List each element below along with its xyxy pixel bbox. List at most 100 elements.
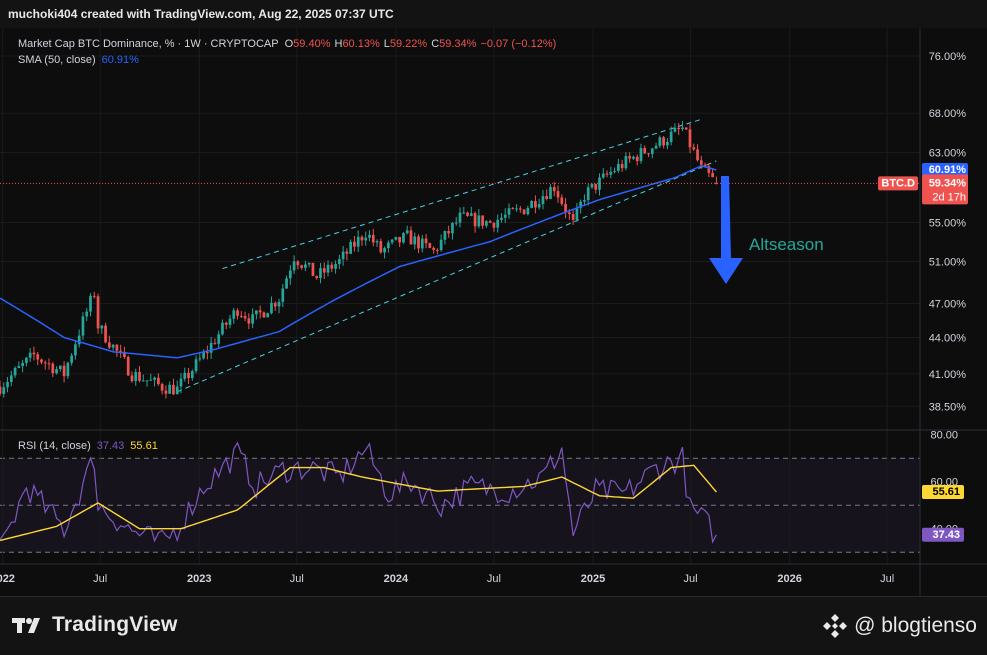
brand-name: TradingView	[52, 613, 178, 636]
chart-area[interactable]: Altseason 38.50% 41.00% 44.00% 47.00% 51.00%…	[0, 28, 987, 596]
candle-body	[500, 217, 503, 220]
sma-badge: 60.91%	[929, 164, 967, 176]
candle-body	[270, 302, 273, 314]
candle-body	[439, 239, 443, 251]
price-tick-label[interactable]: 38.50%	[929, 401, 967, 413]
candle-body	[322, 268, 326, 273]
candle-body	[273, 302, 277, 307]
price-tick-label[interactable]: 47.00%	[929, 299, 967, 311]
candle-body	[74, 344, 77, 356]
candle-body	[503, 214, 507, 218]
price-tick-label[interactable]: 44.00%	[929, 333, 967, 345]
time-tick-label[interactable]: 2025	[581, 573, 605, 585]
axis-badges: 60.91%59.34% 2d 17h BTC.D 55.61 37.43	[878, 162, 968, 542]
down-arrow-icon[interactable]	[709, 176, 743, 284]
candle-body	[515, 208, 518, 210]
candle-body	[100, 325, 104, 329]
rsi-ma-line	[0, 464, 717, 542]
price-axis-labels[interactable]: 38.50% 41.00% 44.00% 47.00% 51.00% 55.00% 63.0…	[929, 51, 967, 413]
candle-body	[575, 207, 579, 220]
candle-body	[236, 310, 239, 316]
candle-body	[579, 201, 583, 208]
candle-body	[345, 251, 349, 254]
candle-body	[349, 241, 353, 254]
candle-body	[405, 230, 409, 234]
candle-body	[266, 313, 270, 318]
candle-body	[598, 177, 601, 190]
price-tick-label[interactable]: 55.00%	[929, 218, 967, 230]
price-tick-label[interactable]: 41.00%	[929, 369, 967, 381]
time-tick-label[interactable]: Jul	[880, 573, 894, 585]
candle-body	[473, 213, 477, 227]
legend-rsi[interactable]: RSI (14, close) 37.43 55.61	[18, 440, 158, 452]
time-axis-labels[interactable]: 2022 Jul 2023 Jul 2024 Jul 2025 Jul 2026 Jul	[0, 573, 894, 585]
candle-body	[319, 268, 322, 279]
candle-body	[594, 183, 598, 190]
candle-body	[43, 362, 47, 364]
candle-body	[428, 243, 432, 248]
candle-body	[556, 191, 560, 198]
time-tick-label[interactable]: 2022	[0, 573, 15, 585]
time-tick-label[interactable]: Jul	[93, 573, 107, 585]
footer-bar: TradingView @ blogtienso	[0, 596, 987, 655]
price-tick-label[interactable]: 68.00%	[929, 108, 967, 120]
time-tick-label[interactable]: Jul	[290, 573, 304, 585]
candlestick-series	[0, 121, 718, 399]
candle-body	[232, 310, 236, 319]
legend-symbol[interactable]: Market Cap BTC Dominance, % · 1W · CRYPT…	[18, 38, 556, 50]
tradingview-logo[interactable]: TradingView	[12, 613, 178, 637]
candle-body	[213, 342, 217, 344]
time-tick-label[interactable]: 2026	[777, 573, 801, 585]
price-tick-label[interactable]: 63.00%	[929, 148, 967, 160]
candle-body	[707, 166, 711, 173]
candle-body	[485, 221, 488, 226]
candle-body	[413, 236, 417, 245]
channel-upper-line	[222, 118, 702, 270]
rsi-ma-badge-bg	[922, 485, 964, 500]
candle-body	[620, 163, 624, 169]
channel-lines[interactable]	[177, 118, 717, 393]
candle-body	[183, 372, 187, 379]
candle-body	[17, 366, 21, 368]
altseason-annotation[interactable]: Altseason	[709, 176, 824, 284]
candle-body	[243, 316, 247, 319]
candle-body	[145, 380, 149, 382]
time-tick-label[interactable]: 2023	[187, 573, 211, 585]
candle-body	[420, 238, 424, 249]
candle-body	[715, 182, 718, 184]
candle-body	[21, 362, 24, 367]
candle-body	[111, 344, 115, 348]
candle-body	[25, 357, 28, 363]
candle-body	[172, 384, 175, 395]
candle-body	[564, 203, 567, 213]
price-badge-bg	[922, 174, 968, 205]
candle-body	[451, 222, 454, 234]
candle-body	[40, 359, 43, 363]
candle-body	[688, 129, 692, 148]
price-tick-label[interactable]: 51.00%	[929, 256, 967, 268]
time-tick-label[interactable]: Jul	[684, 573, 698, 585]
candle-body	[292, 261, 296, 271]
legend-sma[interactable]: SMA (50, close) 60.91%	[18, 54, 139, 66]
sma-line	[0, 165, 717, 359]
candle-body	[285, 278, 288, 289]
candle-body	[300, 265, 303, 268]
time-tick-label[interactable]: 2024	[384, 573, 409, 585]
candle-body	[160, 384, 164, 391]
candle-body	[387, 242, 390, 249]
annotation-label[interactable]: Altseason	[749, 235, 824, 254]
candle-body	[217, 334, 221, 344]
rsi-badge: 37.43	[932, 529, 960, 541]
candle-body	[424, 238, 428, 244]
candle-body	[58, 365, 62, 370]
countdown-badge: 2d 17h	[932, 191, 966, 203]
watermark-text: @ blogtienso	[854, 614, 977, 637]
candle-body	[55, 369, 58, 374]
rsi-tick-label[interactable]: 80.00	[930, 430, 958, 442]
candle-body	[341, 251, 345, 260]
candle-body	[552, 187, 556, 192]
candle-body	[175, 386, 179, 395]
price-tick-label[interactable]: 76.00%	[929, 51, 967, 63]
time-tick-label[interactable]: Jul	[487, 573, 501, 585]
ticker-badge: BTC.D	[881, 177, 915, 189]
